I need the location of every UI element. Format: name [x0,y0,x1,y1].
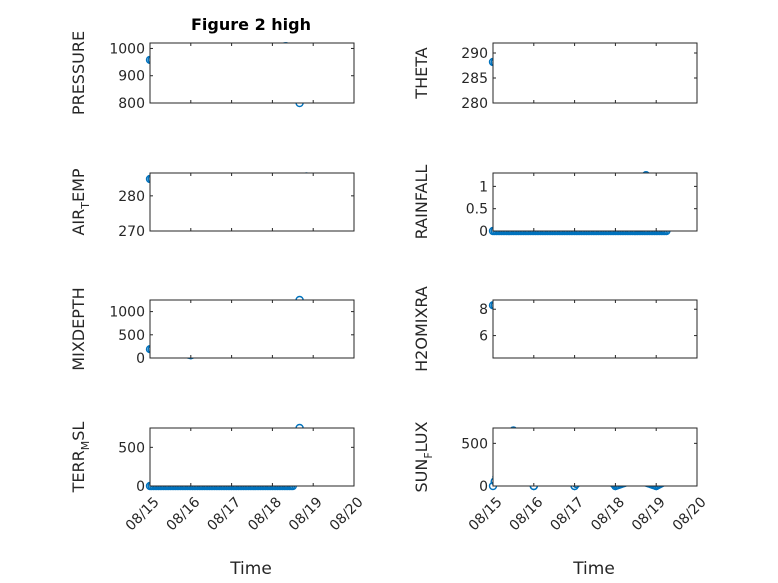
y-axis-label-rest: SL [69,422,88,441]
y-tick-label: 8 [479,302,488,318]
axes-box [149,299,355,359]
y-tick-label: 500 [461,436,488,452]
subplot-2: 280 285 290 THETA [412,42,698,112]
y-axis-label: TERRMSL [69,422,92,494]
y-tick-label: 500 [118,440,145,456]
y-axis-label: SUNFLUX [412,421,435,492]
figure-title: Figure 2 high [191,15,311,34]
y-tick-label: 285 [461,71,488,87]
y-tick-label: 280 [461,96,488,112]
x-tick-label: 08/18 [588,494,628,534]
y-tick-label: 0 [136,479,145,495]
y-tick-label: 500 [118,328,145,344]
y-axis-label-main: THETA [412,47,431,99]
y-tick-label: 0 [479,479,488,495]
y-axis-label-subscript: M [79,441,92,451]
x-tick-label: 08/18 [245,494,285,534]
y-axis-label: AIRTEMP [69,168,92,235]
x-tick-label: 08/16 [164,494,204,534]
axes-box [149,172,355,232]
x-tick-label: 08/20 [670,494,710,534]
y-tick-label: 0.5 [466,202,488,218]
y-axis-label-subscript: T [79,202,92,210]
x-tick-label: 08/20 [327,494,367,534]
subplot-6: 6 8 H2OMIXRA [412,286,698,372]
y-tick-label: 800 [118,96,145,112]
y-tick-label: 900 [118,69,145,85]
subplot-4: 0 0.5 1 RAINFALL [412,165,698,240]
x-axis-label-right: Time [572,559,615,579]
y-tick-label: 0 [136,351,145,367]
y-tick-label: 1000 [109,305,145,321]
subplot-8: 0 500 08/15 08/16 08/17 08/18 08/19 08/20 SUNFLU… [412,421,710,534]
y-axis-label-rest: LUX [412,421,431,452]
x-axis-label-left: Time [229,559,272,579]
y-tick-label: 6 [479,329,488,345]
y-axis-label-main: H2OMIXRA [412,286,431,372]
y-axis-label-subscript: F [422,452,435,458]
x-tick-label: 08/19 [286,494,326,534]
subplot-5: 0 500 1000 MIXDEPTH [69,287,355,371]
y-tick-label: 1 [479,179,488,195]
y-axis-label: THETA [412,47,431,99]
y-axis-label: MIXDEPTH [69,287,88,370]
x-tick-label: 08/15 [466,494,506,534]
x-tick-label: 08/15 [123,494,163,534]
axes-box [492,42,698,104]
y-axis-label: H2OMIXRA [412,286,431,372]
subplot-7: 0 500 08/15 08/16 08/17 08/18 08/19 08/20 TERRMS… [69,422,367,535]
y-axis-label-main: RAINFALL [412,165,431,240]
y-axis-label: RAINFALL [412,165,431,240]
axes-box [149,427,355,487]
y-tick-label: 0 [479,224,488,240]
x-tick-label: 08/17 [204,494,244,534]
axes-box [492,299,698,359]
y-axis-label: PRESSURE [69,31,88,115]
y-tick-label: 1000 [109,41,145,57]
axes-box [492,427,698,487]
y-axis-label-main: PRESSURE [69,31,88,115]
y-axis-label-main: MIXDEPTH [69,287,88,370]
axes-box [149,42,355,104]
y-axis-label-rest: EMP [69,168,88,202]
subplot-1: 800 900 1000 PRESSURE [69,31,355,115]
y-tick-label: 280 [118,189,145,205]
y-axis-label-main: TERR [69,450,88,493]
y-tick-label: 290 [461,46,488,62]
y-axis-label-main: SUN [412,459,431,493]
x-tick-label: 08/16 [507,494,547,534]
y-tick-label: 270 [118,224,145,240]
axes-box [492,172,698,232]
x-tick-label: 08/17 [547,494,587,534]
y-axis-label-main: AIR [69,209,88,236]
subplot-3: 270 280 AIRTEMP [69,168,355,240]
x-tick-label: 08/19 [629,494,669,534]
